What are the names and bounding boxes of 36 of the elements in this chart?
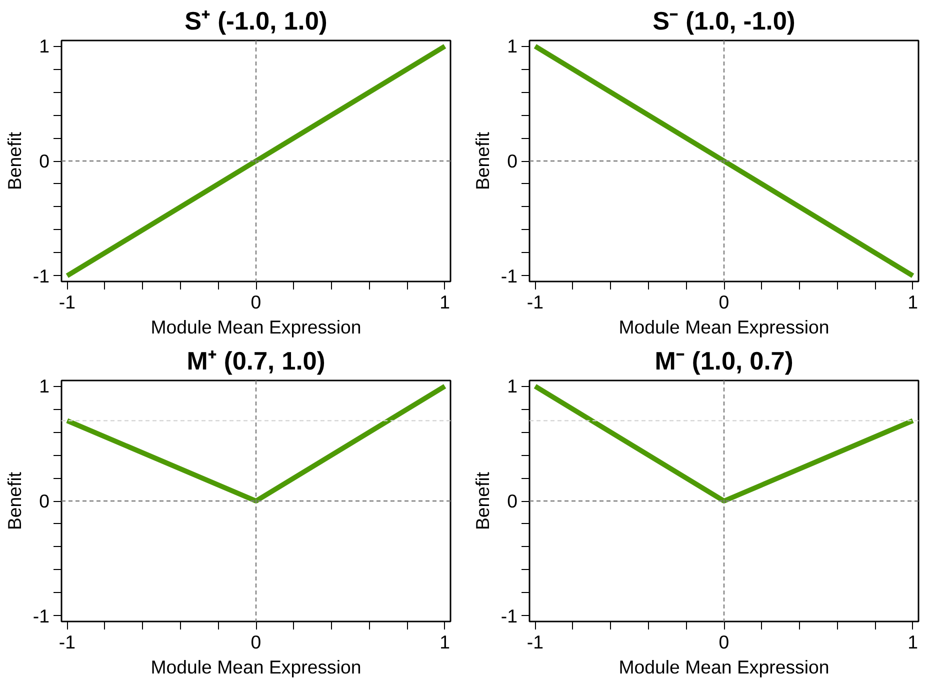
x-tick-label: 1 (908, 292, 918, 312)
y-axis-title: Benefit (472, 131, 493, 190)
x-axis-title: Module Mean Expression (618, 316, 830, 338)
y-tick-label: 0 (507, 490, 518, 512)
chart-title: S⁻ (1.0, -1.0) (652, 8, 796, 36)
y-tick-label: 0 (507, 150, 518, 172)
x-tick-label: 0 (250, 632, 262, 652)
y-tick-label: -1 (32, 265, 50, 286)
y-axis-title: Benefit (472, 471, 493, 530)
y-tick-label: 1 (507, 36, 518, 57)
x-tick-label: -1 (526, 632, 544, 652)
x-tick-label: 1 (440, 632, 450, 652)
x-tick-label: -1 (58, 292, 76, 312)
y-axis-title: Benefit (4, 471, 25, 530)
x-tick-label: 0 (250, 292, 262, 312)
x-axis-title: Module Mean Expression (150, 656, 362, 678)
y-tick-label: 0 (39, 150, 50, 172)
y-tick-label: 1 (507, 376, 518, 397)
x-tick-label: 1 (908, 632, 918, 652)
y-axis-title: Benefit (4, 131, 25, 190)
x-tick-label: -1 (58, 632, 76, 652)
x-tick-label: 1 (440, 292, 450, 312)
x-tick-label: -1 (526, 292, 544, 312)
x-tick-label: 0 (718, 632, 730, 652)
chart-title: S⁺ (-1.0, 1.0) (184, 8, 328, 36)
y-tick-label: -1 (500, 605, 518, 626)
y-tick-label: 0 (39, 490, 50, 512)
y-tick-label: 1 (39, 376, 50, 397)
y-tick-label: 1 (39, 36, 50, 57)
x-tick-label: 0 (718, 292, 730, 312)
x-axis-title: Module Mean Expression (150, 316, 362, 338)
chart-title: M⁻ (1.0, 0.7) (654, 348, 794, 376)
y-tick-label: -1 (500, 265, 518, 286)
y-tick-label: -1 (32, 605, 50, 626)
chart-title: M⁺ (0.7, 1.0) (186, 348, 326, 376)
x-axis-title: Module Mean Expression (618, 656, 830, 678)
